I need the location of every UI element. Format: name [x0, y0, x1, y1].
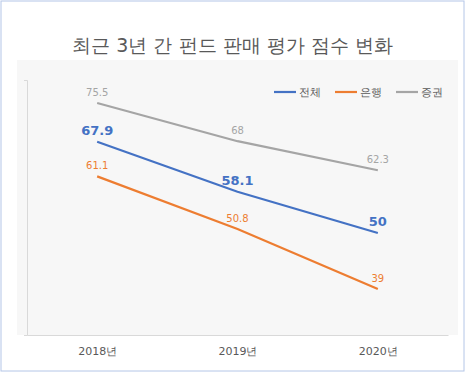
x-axis-line [28, 335, 449, 336]
data-label: 68 [231, 125, 244, 136]
series-line [97, 103, 378, 170]
chart: 최근 3년 간 펀드 판매 평가 점수 변화 2018년 2019년 2020년 67.… [0, 0, 465, 372]
legend-label: 은행 [360, 86, 382, 99]
legend-swatch [396, 91, 418, 93]
legend-label: 증권 [421, 86, 443, 99]
x-axis: 2018년 2019년 2020년 [28, 335, 449, 358]
data-label: 39 [371, 273, 384, 284]
data-label: 58.1 [221, 173, 253, 188]
legend-label: 전체 [299, 86, 321, 99]
plot-area [97, 103, 378, 289]
y-axis [24, 81, 28, 336]
x-tick: 2020년 [359, 335, 398, 358]
data-label: 67.9 [81, 123, 113, 138]
data-labels: 67.9 58.1 50 61.1 50.8 39 75.5 68 62.3 [81, 87, 389, 284]
data-label: 50 [369, 214, 387, 229]
plot-background [17, 60, 458, 335]
x-tick-label: 2019년 [219, 345, 258, 358]
y-axis-line [24, 81, 28, 336]
data-label: 50.8 [226, 213, 248, 224]
legend-swatch [274, 91, 296, 93]
series-line [97, 176, 378, 289]
x-tick-label: 2018년 [78, 345, 117, 358]
x-tick-label: 2020년 [359, 345, 398, 358]
data-label: 61.1 [86, 160, 108, 171]
legend-swatch [335, 91, 357, 93]
chart-border [1, 1, 464, 371]
legend-item: 전체 [274, 86, 321, 99]
data-label: 62.3 [367, 154, 389, 165]
x-tick: 2019년 [219, 335, 258, 358]
legend: 전체 은행 증권 [274, 86, 443, 99]
x-tick: 2018년 [78, 335, 117, 358]
chart-title: 최근 3년 간 펀드 판매 평가 점수 변화 [72, 34, 392, 56]
legend-item: 은행 [335, 86, 382, 99]
data-label: 75.5 [86, 87, 108, 98]
series-line [97, 142, 378, 233]
legend-item: 증권 [396, 86, 443, 99]
